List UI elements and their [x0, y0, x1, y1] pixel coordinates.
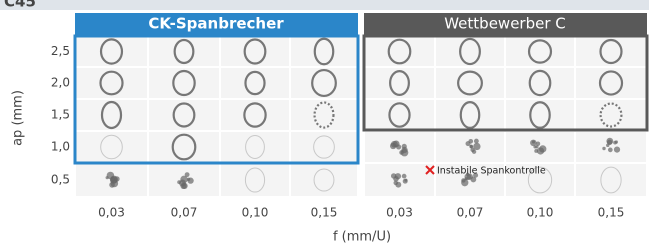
cell [75, 131, 148, 163]
cell [75, 36, 148, 67]
chip [608, 148, 613, 153]
annotation: Instabile Spankontrolle [437, 166, 546, 177]
chip [402, 174, 407, 179]
y-tick-label: 1,0 [51, 140, 70, 154]
cell [148, 131, 220, 163]
cell [290, 99, 358, 131]
y-tick-label: 1,5 [51, 108, 70, 122]
cell [290, 163, 358, 197]
panel-title: Wettbewerber C [444, 15, 566, 33]
chip [536, 142, 540, 146]
chip [606, 138, 613, 145]
cell [575, 131, 647, 163]
chip [606, 144, 609, 147]
cell [75, 99, 148, 131]
x-tick-label: 0,03 [386, 206, 413, 220]
cell [575, 163, 647, 197]
chip [403, 179, 408, 184]
cell [290, 36, 358, 67]
chip [401, 147, 407, 153]
chip [395, 182, 401, 188]
x-tick-label: 0,07 [457, 206, 484, 220]
x-tick-label: 0,15 [598, 206, 625, 220]
chip [187, 178, 193, 184]
y-axis-label: ap (mm) [11, 90, 26, 146]
x-tick-label: 0,10 [242, 206, 269, 220]
chip [180, 183, 186, 189]
chip [532, 140, 535, 143]
chip [474, 139, 479, 144]
chip [185, 172, 190, 177]
cell [290, 67, 358, 99]
chip [614, 147, 620, 153]
chip [473, 143, 480, 150]
cell [220, 36, 290, 67]
x-tick-label: 0,03 [98, 206, 125, 220]
panel-title: CK-Spanbrecher [148, 15, 284, 33]
chip [393, 176, 399, 182]
chip [177, 180, 181, 184]
chip [472, 150, 476, 154]
chip [469, 145, 473, 149]
y-tick-label: 2,0 [51, 76, 70, 90]
chip [615, 140, 618, 143]
chip-grid [75, 36, 647, 197]
x-tick-label: 0,10 [527, 206, 554, 220]
page: C45 CK-Spanbrecher Wettbewerber C ap (mm… [0, 0, 649, 246]
chip [466, 141, 471, 146]
title-band [0, 0, 649, 10]
chip [461, 178, 465, 182]
chip [111, 180, 119, 188]
cell [364, 163, 435, 197]
cell [505, 99, 575, 131]
title: C45 [4, 0, 36, 11]
x-tick-label: 0,15 [311, 206, 338, 220]
cell [435, 36, 505, 67]
chip [537, 147, 544, 154]
x-axis-label: f (mm/U) [333, 230, 391, 245]
cell [435, 99, 505, 131]
chip [391, 141, 398, 148]
x-tick-label: 0,07 [171, 206, 198, 220]
chip [602, 147, 605, 150]
y-tick-label: 2,5 [51, 44, 70, 58]
y-tick-label: 0,5 [51, 173, 70, 187]
